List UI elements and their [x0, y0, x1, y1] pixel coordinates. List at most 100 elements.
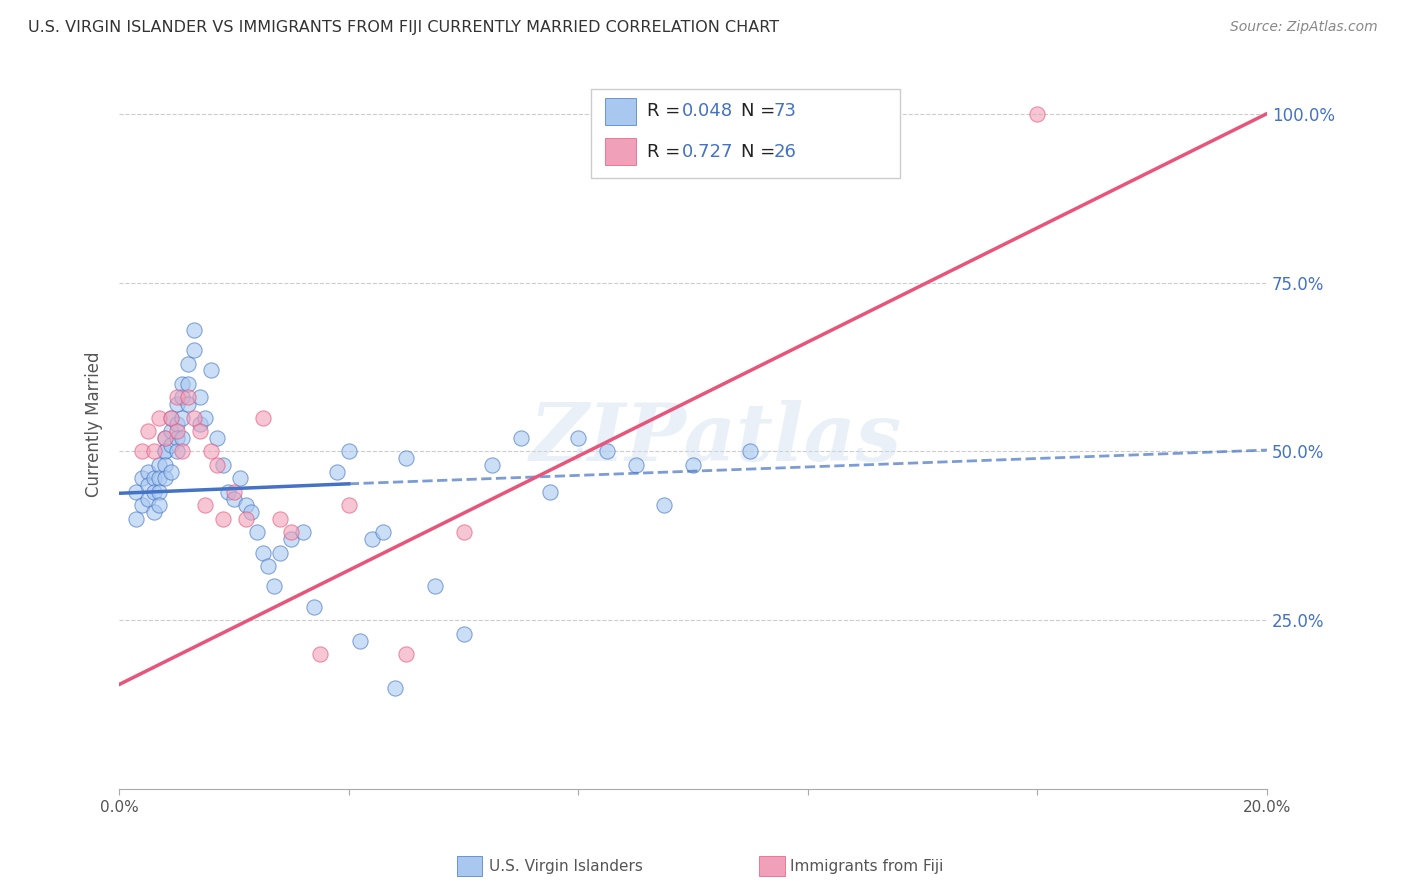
- Point: [291, 525, 314, 540]
- Point: [131, 499, 153, 513]
- Point: [166, 390, 188, 404]
- Point: [166, 424, 188, 438]
- Point: [136, 465, 159, 479]
- Text: N =: N =: [741, 143, 780, 161]
- Point: [384, 681, 406, 695]
- Point: [188, 417, 211, 432]
- Point: [153, 458, 176, 472]
- Point: [222, 491, 245, 506]
- Point: [235, 499, 257, 513]
- Point: [280, 525, 302, 540]
- Point: [142, 484, 165, 499]
- Point: [136, 424, 159, 438]
- Point: [252, 546, 274, 560]
- Point: [395, 647, 418, 661]
- Point: [453, 627, 475, 641]
- Point: [177, 397, 200, 411]
- Point: [142, 505, 165, 519]
- Point: [172, 376, 194, 391]
- Point: [217, 484, 239, 499]
- Point: [211, 458, 233, 472]
- Point: [222, 484, 245, 499]
- Point: [395, 451, 418, 466]
- Point: [349, 633, 371, 648]
- Point: [194, 499, 217, 513]
- Point: [240, 505, 263, 519]
- Point: [177, 390, 200, 404]
- Point: [131, 444, 153, 458]
- Point: [153, 444, 176, 458]
- Point: [235, 512, 257, 526]
- Point: [125, 484, 148, 499]
- Point: [188, 424, 211, 438]
- Point: [246, 525, 269, 540]
- Point: [153, 444, 176, 458]
- Point: [136, 491, 159, 506]
- Point: [131, 471, 153, 485]
- Text: N =: N =: [741, 103, 780, 120]
- Point: [160, 437, 183, 451]
- Text: 0.048: 0.048: [682, 103, 733, 120]
- Point: [166, 431, 188, 445]
- Point: [153, 471, 176, 485]
- Text: 26: 26: [773, 143, 796, 161]
- Point: [510, 431, 533, 445]
- Point: [160, 424, 183, 438]
- Point: [200, 363, 222, 377]
- Point: [136, 478, 159, 492]
- Point: [148, 458, 170, 472]
- Point: [183, 323, 205, 337]
- Point: [183, 343, 205, 357]
- Point: [269, 546, 291, 560]
- Point: [172, 390, 194, 404]
- Point: [304, 599, 326, 614]
- Point: [453, 525, 475, 540]
- Point: [263, 580, 285, 594]
- Point: [205, 458, 228, 472]
- Point: [148, 410, 170, 425]
- Point: [740, 444, 762, 458]
- Point: [125, 512, 148, 526]
- Text: R =: R =: [647, 143, 686, 161]
- Point: [142, 471, 165, 485]
- Point: [142, 444, 165, 458]
- Point: [200, 444, 222, 458]
- Point: [1026, 106, 1049, 120]
- Point: [252, 410, 274, 425]
- Text: Immigrants from Fiji: Immigrants from Fiji: [790, 859, 943, 873]
- Point: [160, 410, 183, 425]
- Point: [538, 484, 561, 499]
- Point: [177, 357, 200, 371]
- Point: [337, 444, 360, 458]
- Point: [153, 431, 176, 445]
- Point: [166, 397, 188, 411]
- Text: U.S. VIRGIN ISLANDER VS IMMIGRANTS FROM FIJI CURRENTLY MARRIED CORRELATION CHART: U.S. VIRGIN ISLANDER VS IMMIGRANTS FROM …: [28, 20, 779, 35]
- Point: [153, 431, 176, 445]
- Text: 73: 73: [773, 103, 796, 120]
- Point: [682, 458, 704, 472]
- Point: [172, 431, 194, 445]
- Point: [205, 431, 228, 445]
- Point: [183, 410, 205, 425]
- Y-axis label: Currently Married: Currently Married: [86, 351, 103, 497]
- Point: [177, 376, 200, 391]
- Point: [229, 471, 252, 485]
- Point: [172, 410, 194, 425]
- Point: [596, 444, 619, 458]
- Text: U.S. Virgin Islanders: U.S. Virgin Islanders: [489, 859, 643, 873]
- Point: [326, 465, 349, 479]
- Point: [360, 532, 382, 546]
- Point: [373, 525, 395, 540]
- Text: ZIPatlas: ZIPatlas: [530, 401, 903, 478]
- Text: Source: ZipAtlas.com: Source: ZipAtlas.com: [1230, 20, 1378, 34]
- Point: [148, 471, 170, 485]
- Point: [567, 431, 589, 445]
- Point: [423, 580, 446, 594]
- Point: [160, 465, 183, 479]
- Point: [654, 499, 676, 513]
- Point: [309, 647, 332, 661]
- Point: [172, 444, 194, 458]
- Point: [188, 390, 211, 404]
- Point: [624, 458, 647, 472]
- Point: [337, 499, 360, 513]
